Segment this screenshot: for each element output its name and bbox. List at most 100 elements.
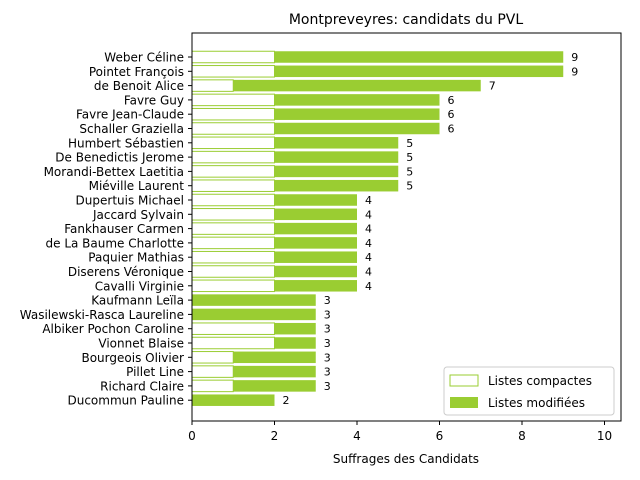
bar-compactes (191, 150, 275, 164)
bar-modifiees (192, 294, 316, 306)
y-tick-label: Kaufmann Leïla (91, 294, 184, 308)
legend-swatch-compactes (449, 374, 479, 387)
bar-value-label: 9 (571, 65, 578, 78)
bar-value-label: 2 (283, 394, 290, 407)
bar-value-label: 3 (324, 294, 331, 307)
y-tick-label: Jaccard Sylvain (92, 208, 184, 222)
bars-group (191, 50, 564, 406)
bar-value-label: 3 (324, 351, 331, 364)
bar-modifiees (274, 151, 399, 163)
bar-compactes (191, 265, 275, 278)
bar-modifiees (274, 322, 316, 335)
y-tick-label: Cavalli Virginie (95, 279, 184, 293)
bar-value-label: 4 (365, 208, 372, 221)
bar-compactes (191, 93, 275, 107)
legend: Listes compactes Listes modifiées (443, 366, 615, 416)
y-tick-label: Pillet Line (126, 365, 184, 379)
y-tick-label: Vionnet Blaise (98, 337, 184, 351)
y-tick-label: Schaller Graziella (79, 122, 184, 136)
x-ticks-group: 0 2 4 6 8 10 (188, 421, 612, 443)
bar-modifiees (233, 365, 316, 378)
y-tick-label: Fankhauser Carmen (64, 222, 184, 236)
bar-compactes (191, 208, 275, 221)
bar-value-label: 4 (365, 266, 372, 279)
bar-modifiees (274, 94, 440, 106)
bar-value-label: 6 (448, 123, 455, 136)
bar-value-label: 3 (324, 380, 331, 393)
y-tick-label: Pointet François (89, 65, 184, 79)
bar-value-label: 4 (365, 251, 372, 264)
legend-label-modifiees: Listes modifiées (488, 396, 585, 410)
bar-value-label: 5 (406, 137, 413, 150)
bar-modifiees (274, 165, 399, 178)
y-tick-label: Morandi-Bettex Laetitia (44, 165, 184, 179)
bar-value-label: 4 (365, 223, 372, 236)
bar-modifiees (274, 108, 440, 120)
bar-value-label: 5 (406, 165, 413, 178)
bar-modifiees (192, 394, 275, 406)
x-tick-label: 10 (597, 429, 612, 443)
bar-value-label: 9 (571, 51, 578, 64)
bar-value-label: 4 (365, 237, 372, 250)
legend-swatch-modifiees (450, 397, 478, 408)
bar-value-label: 3 (324, 323, 331, 336)
y-tick-label: Favre Guy (124, 93, 184, 107)
x-tick-label: 4 (353, 429, 361, 443)
x-tick-label: 6 (436, 429, 444, 443)
x-tick-label: 8 (518, 429, 526, 443)
y-tick-label: Ducommun Pauline (67, 394, 184, 408)
y-tick-label: Bourgeois Olivier (81, 351, 184, 365)
y-tick-label: Wasilewski-Rasca Laureline (20, 308, 184, 322)
bar-modifiees (274, 194, 357, 206)
bar-value-label: 5 (406, 180, 413, 193)
bar-modifiees (274, 251, 357, 263)
bar-value-label: 7 (489, 80, 496, 93)
chart-title: Montpreveyres: candidats du PVL (289, 12, 524, 28)
bar-compactes (191, 122, 275, 135)
bar-compactes (191, 365, 234, 378)
bar-compactes (191, 193, 275, 207)
bar-compactes (191, 236, 275, 250)
bar-value-label: 4 (365, 194, 372, 207)
bar-modifiees (274, 222, 357, 235)
legend-box (443, 366, 615, 416)
bar-value-label: 3 (324, 308, 331, 321)
plot-frame (191, 32, 622, 422)
bar-modifiees (274, 208, 357, 221)
bar-modifiees (274, 280, 357, 292)
bar-value-label: 5 (406, 151, 413, 164)
bar-modifiees (233, 79, 481, 92)
bar-modifiees (274, 137, 399, 149)
bar-value-label: 4 (365, 280, 372, 293)
bar-compactes (191, 136, 275, 150)
y-tick-label: Miéville Laurent (89, 179, 185, 193)
bar-modifiees (274, 265, 357, 278)
bar-compactes (191, 279, 275, 293)
bar-modifiees (274, 179, 399, 192)
y-tick-label: Paquier Mathias (88, 251, 184, 265)
bar-value-label: 3 (324, 366, 331, 379)
bar-compactes (191, 336, 275, 350)
bar-value-label: 3 (324, 337, 331, 350)
bar-modifiees (274, 51, 564, 63)
x-axis-label: Suffrages des Candidats (333, 452, 479, 466)
bar-compactes (191, 65, 275, 78)
y-tick-label: Favre Jean-Claude (76, 108, 184, 122)
bar-compactes (191, 79, 234, 92)
bar-value-label: 6 (448, 94, 455, 107)
y-tick-label: de La Baume Charlotte (46, 236, 185, 250)
legend-label-compactes: Listes compactes (488, 374, 592, 388)
bar-compactes (191, 50, 275, 64)
bar-value-label: 6 (448, 108, 455, 121)
bar-modifiees (274, 65, 564, 78)
bar-modifiees (233, 380, 316, 392)
x-tick-label: 2 (271, 429, 279, 443)
bar-compactes (191, 165, 275, 178)
bar-compactes (191, 322, 275, 335)
bar-compactes (191, 107, 275, 121)
y-tick-label: Albiker Pochon Caroline (42, 322, 184, 336)
y-tick-label: Diserens Véronique (68, 265, 184, 279)
